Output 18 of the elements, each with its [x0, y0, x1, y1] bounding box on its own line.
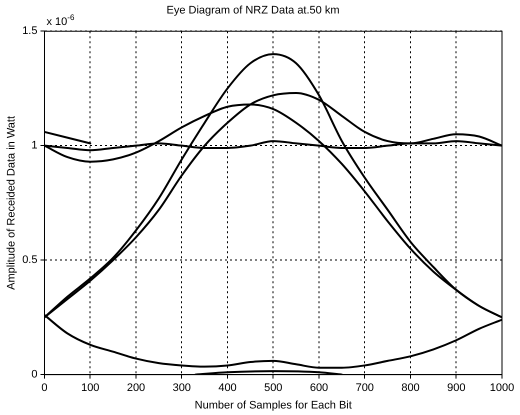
y-tick-label: 0.5: [22, 254, 38, 266]
x-axis-title: Number of Samples for Each Bit: [194, 399, 352, 412]
x-tick-label: 500: [264, 382, 282, 394]
x-tick-label: 100: [81, 382, 100, 394]
chart-title: Eye Diagram of NRZ Data at.50 km: [166, 4, 340, 17]
x-tick-label: 0: [41, 382, 48, 394]
x-tick-label: 900: [447, 382, 466, 394]
x-tick-label: 800: [401, 382, 420, 394]
x-tick-label: 200: [126, 382, 146, 394]
y-axis-title: Amplitude of Receided Data in Watt: [6, 116, 18, 290]
x-tick-label: 700: [356, 382, 374, 394]
y-tick-label: 1: [31, 140, 38, 152]
x-tick-label: 600: [310, 382, 328, 394]
x-tick-label: 300: [172, 382, 191, 394]
x-tick-label: 1000: [490, 382, 514, 394]
y-tick-label: 1.5: [22, 25, 38, 38]
y-tick-label: 0: [31, 368, 38, 381]
x-tick-label: 400: [218, 382, 237, 394]
